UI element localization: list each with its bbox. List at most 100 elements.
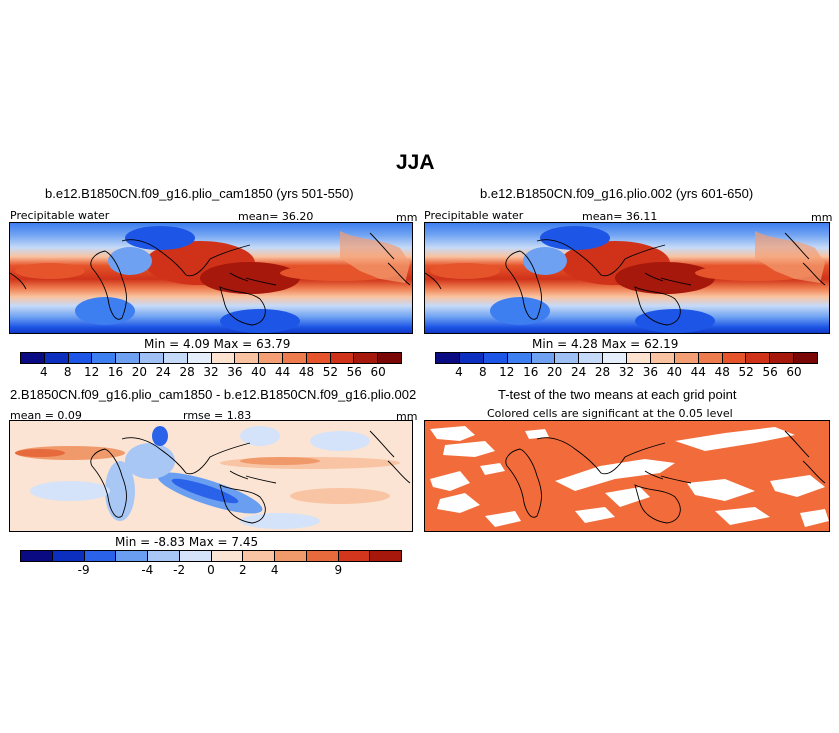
mean-value: 36.20 [281,210,314,223]
mean-label: mean= 36.11 [582,210,658,223]
variable-label: Precipitable water [10,209,110,222]
colorbar-swatch [794,353,817,363]
mean-value: 0.09 [57,409,82,422]
colorbar-swatch [330,353,355,363]
min-value: 4.09 [183,337,210,351]
colorbar-tick-label: 9 [334,563,343,577]
colorbar-tick-label: 48 [298,365,315,379]
units-label: mm [811,211,833,224]
t-test-subtitle: Colored cells are significant at the 0.0… [487,407,733,420]
colorbar-swatch [698,353,723,363]
min-value: 4.28 [571,337,598,351]
significance-map [424,420,830,532]
colorbar-tick-label: 28 [179,365,195,379]
colorbar-tick-label: 8 [63,365,72,379]
colorbar-swatch [21,551,53,561]
precipitable-water-map-case-a [9,222,413,334]
colorbar-tick-label: 4 [455,365,463,379]
colorbar-tick-label: 32 [618,365,635,379]
units-label: mm [396,211,418,224]
colorbar-absolute-b [435,352,818,364]
max-value: 63.79 [256,337,291,351]
colorbar-tick-label: 16 [107,365,124,379]
colorbar-swatch [163,353,188,363]
colorbar-swatch [459,353,484,363]
max-value: 62.19 [644,337,679,351]
colorbar-swatch [235,353,260,363]
colorbar-swatch [187,353,212,363]
colorbar-tick-label: 4 [40,365,48,379]
colorbar-swatch [770,353,795,363]
colorbar-tick-label: 20 [131,365,148,379]
min-value: -8.83 [154,535,186,549]
colorbar-tick-label: 48 [714,365,730,379]
colorbar-swatch [116,353,141,363]
colorbar-swatch [354,353,379,363]
colorbar-swatch [243,551,275,561]
colorbar-swatch [650,353,675,363]
colorbar-swatch [211,551,244,561]
colorbar-tick-label: -2 [173,563,186,577]
colorbar-swatch [21,353,45,363]
colorbar-swatch [116,551,148,561]
colorbar-difference [20,550,402,562]
colorbar-tick-label: 32 [203,365,219,379]
colorbar-tick-label: 44 [690,365,706,379]
colorbar-tick-label: 56 [346,365,362,379]
min-max-readout: Min = 4.09 Max = 63.79 [144,337,291,351]
colorbar-tick-label: 36 [227,365,243,379]
mean-label: mean = 0.09 [10,409,82,422]
colorbar-tick-label: 2 [239,563,247,577]
t-test-title: T-test of the two means at each grid poi… [498,387,737,402]
colorbar-swatch [627,353,651,363]
difference-map [9,420,413,532]
colorbar-swatch [603,353,627,363]
colorbar-swatch [179,551,212,561]
colorbar-swatch [674,353,699,363]
colorbar-swatch [52,551,85,561]
colorbar-tick-label: 24 [570,365,587,379]
difference-title: 2.B1850CN.f09_g16.plio_cam1850 - b.e12.B… [10,387,417,402]
colorbar-swatch [746,353,771,363]
colorbar-swatch [44,353,69,363]
case-a-title: b.e12.B1850CN.f09_g16.plio_cam1850 (yrs … [45,186,354,201]
rmse-value: 1.83 [226,409,252,422]
colorbar-swatch [148,551,180,561]
colorbar-ticks-b: 4 8 12 16 20 24 28 32 36 40 44 48 52 56 60 [435,364,818,379]
colorbar-tick-label: 56 [762,365,778,379]
colorbar-tick-label: -9 [77,563,90,577]
colorbar-absolute-a [20,352,402,364]
colorbar-swatch [140,353,164,363]
colorbar-tick-label: 40 [666,365,683,379]
colorbar-tick-label: 4 [270,563,279,577]
colorbar-swatch [275,551,307,561]
colorbar-tick-label: 0 [207,563,215,577]
precipitable-water-map-case-b [424,222,830,334]
colorbar-swatch [483,353,508,363]
colorbar-tick-label: 28 [594,365,611,379]
colorbar-tick-label: 40 [251,365,267,379]
colorbar-swatch [378,353,401,363]
mean-value: 36.11 [625,210,658,223]
non-significant-cells [430,426,829,527]
colorbar-swatch [282,353,307,363]
colorbar-tick-label: 16 [523,365,539,379]
colorbar-swatch [306,551,339,561]
colorbar-swatch [259,353,283,363]
units-label: mm [396,410,418,423]
colorbar-ticks-difference: -9 -4 -2 0 2 4 9 [20,562,402,577]
colorbar-tick-label: 60 [786,365,802,379]
case-b-title: b.e12.B1850CN.f09_g16.plio.002 (yrs 601-… [480,186,754,201]
colorbar-swatch [555,353,580,363]
max-value: 7.45 [231,535,259,549]
colorbar-tick-label: 52 [738,365,754,379]
colorbar-swatch [92,353,117,363]
season-title: JJA [396,151,435,174]
mean-label: mean= 36.20 [238,210,314,223]
colorbar-tick-label: 12 [499,365,515,379]
min-max-readout: Min = 4.28 Max = 62.19 [532,337,679,351]
colorbar-tick-label: 20 [547,365,563,379]
colorbar-swatch [579,353,604,363]
colorbar-swatch [436,353,460,363]
colorbar-swatch [68,353,93,363]
